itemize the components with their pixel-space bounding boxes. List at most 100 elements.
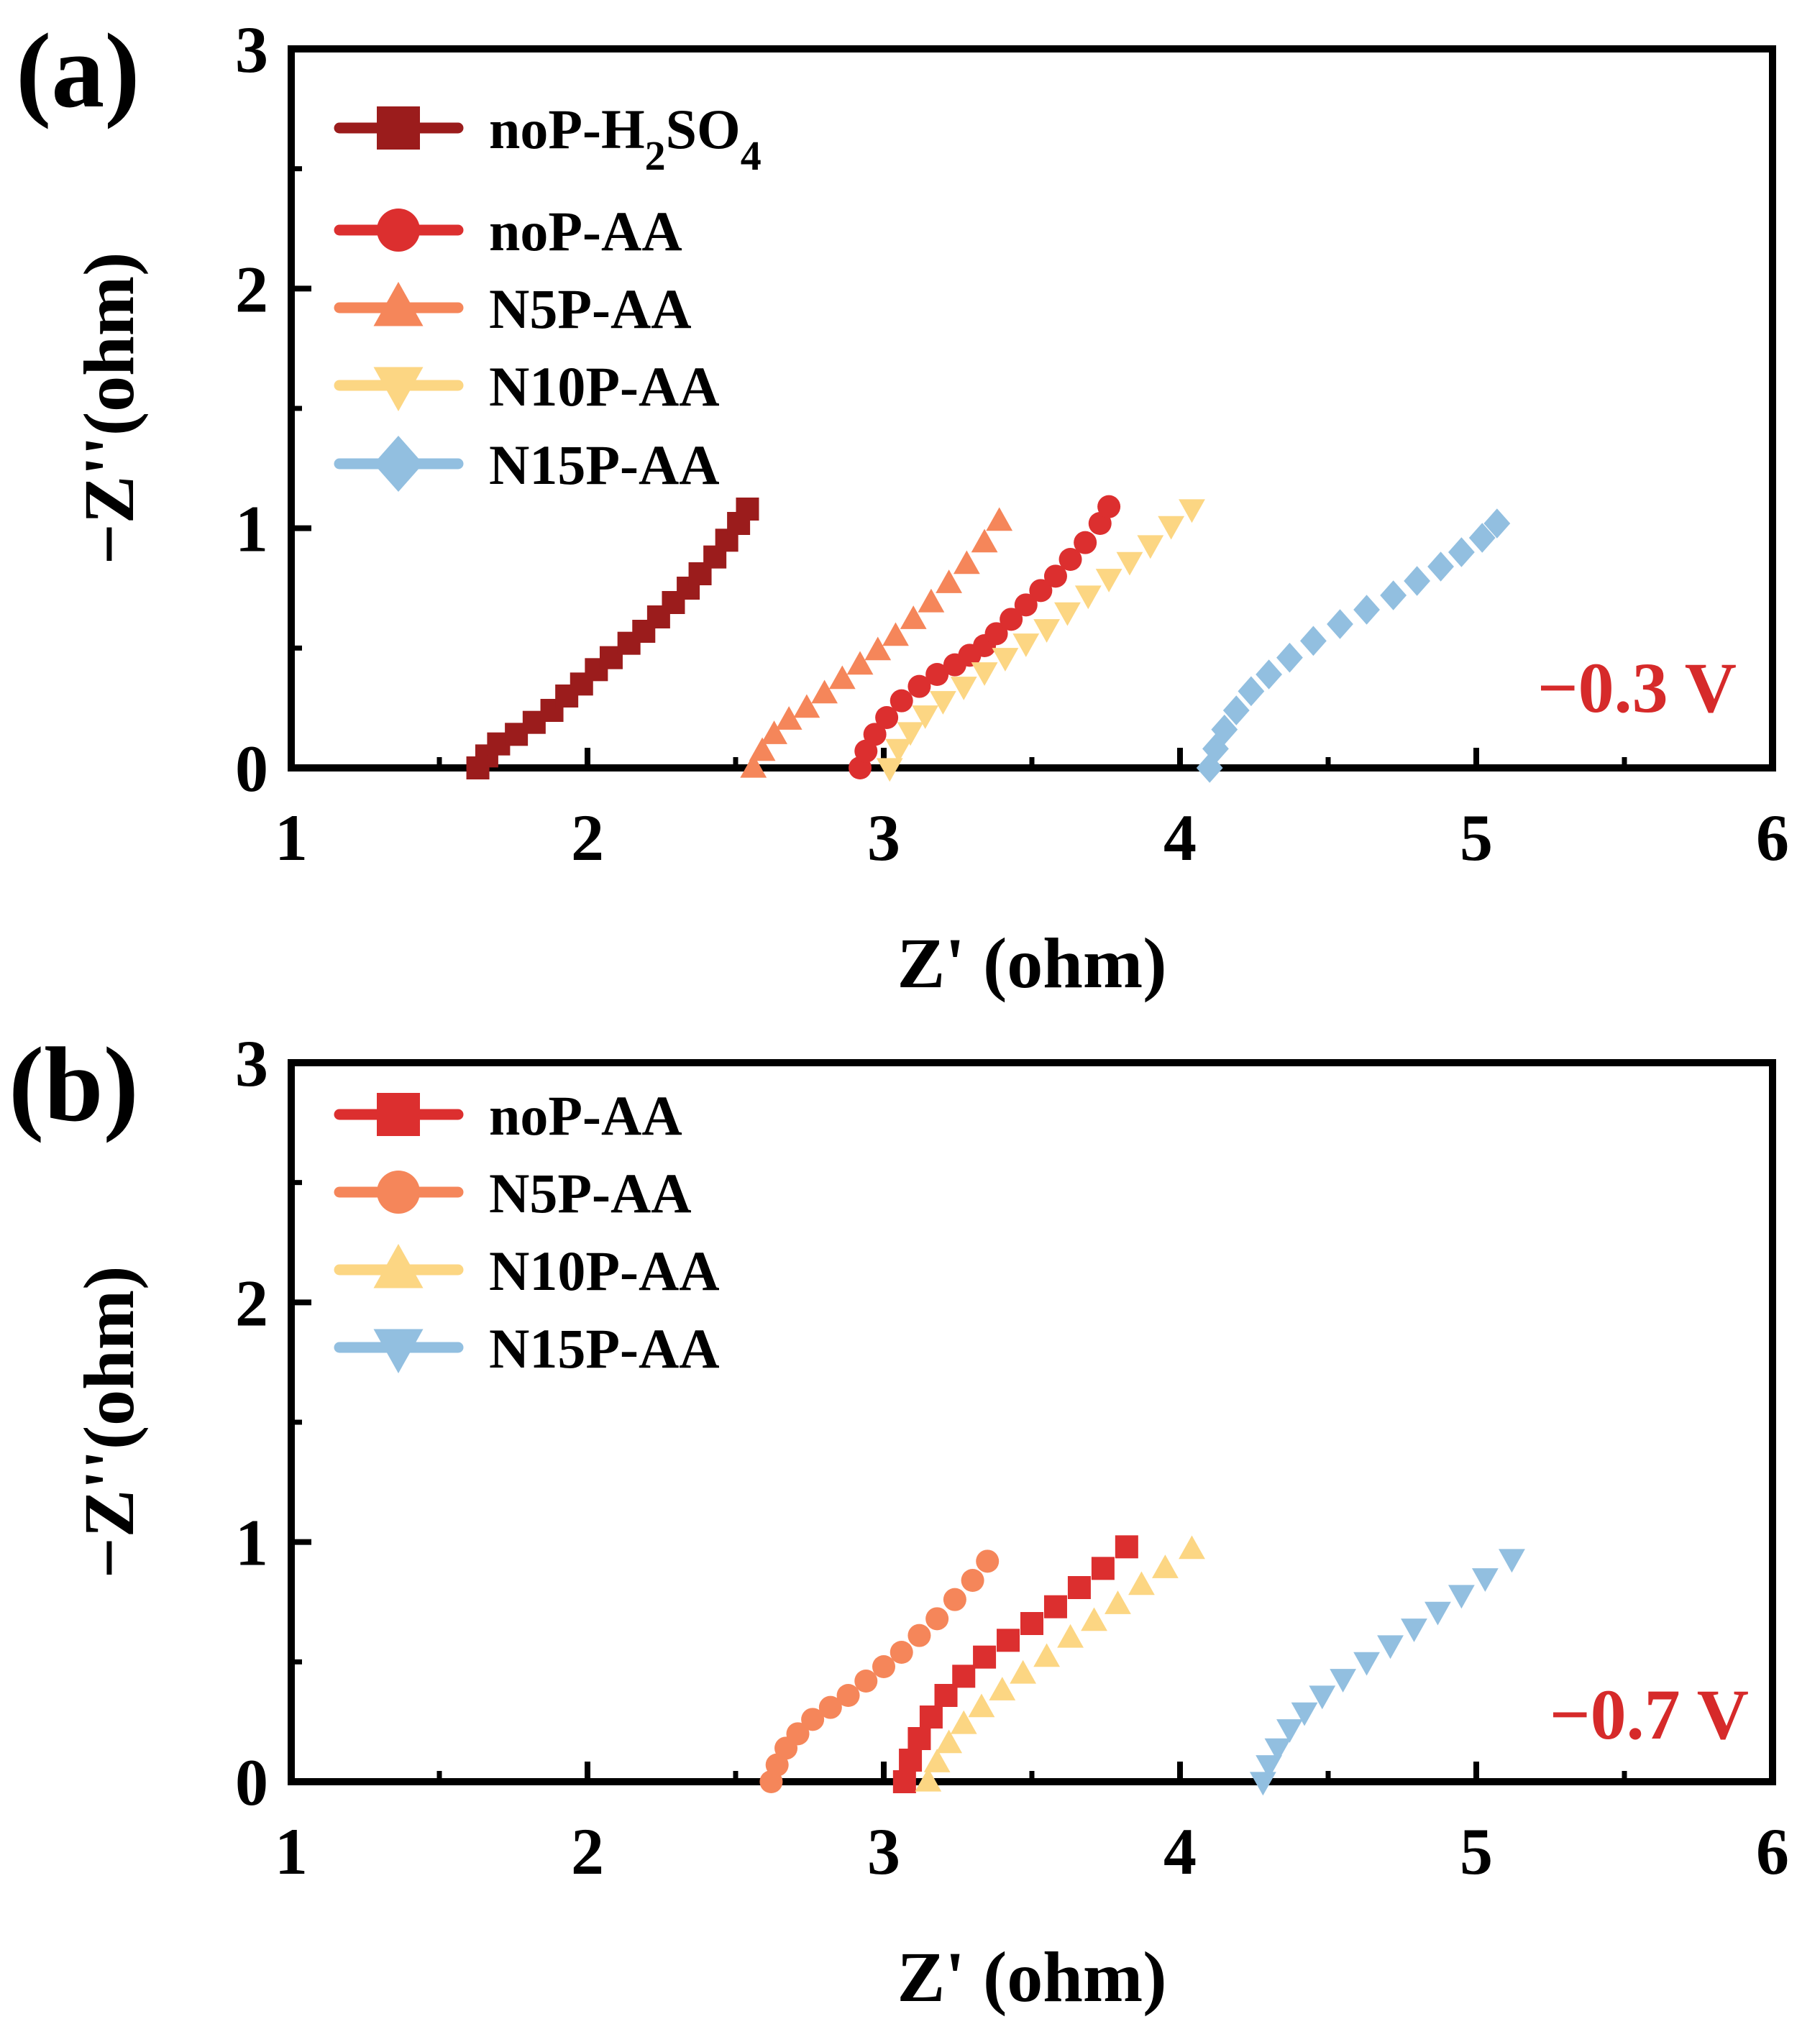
data-point — [915, 1767, 942, 1792]
data-point — [1091, 1557, 1115, 1580]
data-point — [919, 1706, 943, 1729]
data-point — [899, 1749, 923, 1772]
data-point — [1074, 531, 1097, 554]
data-point — [950, 677, 977, 700]
potential-annotation-a: −0.3 V — [1537, 648, 1737, 728]
data-point — [925, 663, 949, 686]
data-point — [1238, 676, 1265, 707]
data-point — [1115, 1535, 1138, 1559]
series-a-1 — [849, 495, 1121, 779]
legend-item-a-2: N5P-AA — [334, 278, 692, 340]
x-tick-label-a: 1 — [275, 801, 308, 874]
data-point — [1468, 523, 1496, 553]
data-point — [992, 648, 1019, 672]
data-point — [1483, 508, 1511, 539]
data-point — [1020, 1612, 1043, 1635]
data-point — [876, 758, 903, 782]
data-point — [918, 588, 945, 613]
x-tick-label-a: 4 — [1163, 801, 1197, 874]
data-point — [961, 1569, 984, 1592]
legend-item-a-3: N10P-AA — [334, 355, 720, 418]
data-point — [1014, 593, 1038, 617]
data-point — [953, 550, 980, 574]
data-point — [907, 1727, 931, 1750]
data-point — [1202, 733, 1229, 764]
series-b-0 — [892, 1535, 1138, 1793]
data-point — [1033, 1643, 1060, 1667]
legend-marker — [373, 282, 424, 326]
legend-marker — [377, 106, 420, 150]
data-point — [1179, 499, 1205, 523]
data-point — [1256, 659, 1282, 690]
data-point — [892, 1770, 916, 1793]
data-point — [1256, 1755, 1282, 1779]
x-tick-label-b: 5 — [1460, 1815, 1493, 1888]
data-point — [1327, 609, 1353, 639]
data-point — [950, 1710, 977, 1734]
data-point — [1353, 595, 1380, 625]
data-point — [736, 498, 759, 521]
series-a-3 — [876, 499, 1205, 782]
data-point — [952, 1665, 976, 1688]
y-axis-label-b: −Z''(ohm) — [69, 1266, 149, 1579]
data-point — [973, 1645, 997, 1669]
data-point — [1276, 642, 1303, 673]
data-point — [1448, 537, 1475, 567]
data-point — [1058, 548, 1082, 571]
data-point — [1033, 619, 1060, 643]
data-point — [1222, 695, 1250, 725]
data-point — [846, 651, 874, 675]
legend-marker — [377, 1093, 420, 1136]
data-point — [1377, 1635, 1404, 1659]
data-point — [1029, 579, 1053, 603]
data-point — [900, 605, 927, 629]
data-point — [907, 1624, 931, 1647]
data-point — [1300, 626, 1327, 656]
data-point — [890, 1641, 913, 1664]
data-point — [1012, 633, 1040, 657]
y-tick-label-a: 3 — [235, 13, 268, 86]
panel-label-a: (a) — [16, 12, 140, 130]
series-b-2 — [915, 1535, 1205, 1792]
legend-item-b-3: N15P-AA — [334, 1317, 720, 1380]
data-point — [936, 1729, 963, 1754]
y-tick-label-b: 2 — [235, 1266, 268, 1340]
data-point — [1309, 1685, 1336, 1710]
data-point — [997, 1629, 1020, 1652]
potential-annotation-b: −0.7 V — [1550, 1675, 1749, 1754]
data-point — [801, 1708, 825, 1731]
series-b-1 — [759, 1549, 1000, 1793]
data-point — [864, 636, 892, 661]
y-tick-label-b: 3 — [235, 1027, 268, 1100]
data-point — [1128, 1571, 1155, 1595]
data-point — [968, 1693, 995, 1718]
data-point — [761, 720, 787, 744]
data-point — [1448, 1585, 1475, 1609]
data-point — [1427, 551, 1454, 582]
legend-item-a-0: noP-H2SO4 — [334, 98, 762, 179]
legend-label: N15P-AA — [489, 1317, 720, 1380]
y-tick-label-a: 0 — [235, 732, 268, 805]
data-point — [1179, 1535, 1205, 1560]
legend-label: N10P-AA — [489, 355, 720, 418]
data-point — [740, 754, 767, 778]
data-point — [1196, 753, 1223, 783]
series-b-3 — [1249, 1549, 1525, 1796]
data-point — [925, 1607, 949, 1631]
data-point — [1043, 564, 1067, 588]
y-tick-label-b: 1 — [235, 1506, 268, 1580]
data-point — [1249, 1772, 1276, 1796]
data-point — [943, 1588, 966, 1611]
series-a-2 — [740, 507, 1013, 778]
data-point — [811, 679, 838, 704]
legend-item-b-2: N10P-AA — [334, 1240, 720, 1302]
data-point — [989, 1677, 1016, 1700]
legend-label: N5P-AA — [489, 278, 692, 340]
data-point — [1137, 535, 1164, 559]
x-tick-label-a: 3 — [867, 801, 900, 874]
data-point — [912, 705, 939, 729]
